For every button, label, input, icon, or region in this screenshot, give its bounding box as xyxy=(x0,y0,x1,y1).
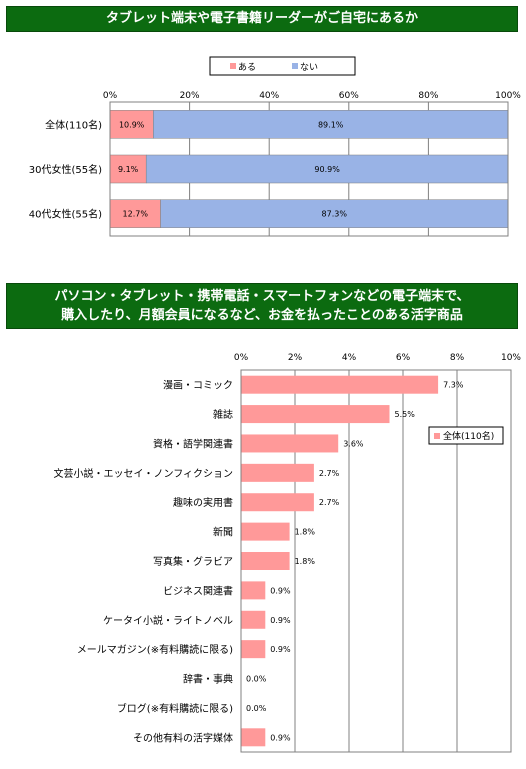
chart1-stacked-bar: ある ない 0% 20% 40% 60% 80% 100% 全体(110名) 10.9% 89.1%… xyxy=(29,56,521,237)
chart2-category-label-0: 漫画・コミック xyxy=(163,380,233,392)
chart2-bar-1 xyxy=(241,405,390,424)
chart2-bar-9 xyxy=(241,640,266,659)
chart2-category-label-11: ブログ(※有料購読に限る) xyxy=(117,702,233,715)
chart1-plot-frame xyxy=(109,101,509,237)
chart1-legend-label-1: ない xyxy=(300,62,318,73)
chart2-bar-6 xyxy=(241,552,290,570)
chart2-bar-12 xyxy=(241,728,266,747)
chart2-title-line2: 購入したり、月額会員になるなど、お金を払ったことのある活字商品 xyxy=(61,308,463,323)
chart2-bar-4 xyxy=(241,493,314,512)
chart2-bar-7 xyxy=(241,581,266,600)
chart2-data-label-10: 0.0% xyxy=(246,675,267,684)
chart2-data-label-1: 5.5% xyxy=(395,410,416,419)
chart1-data-label-1-2: 87.3% xyxy=(322,210,348,219)
chart2-bar-8 xyxy=(241,610,266,629)
chart1-tick-label-4: 80% xyxy=(418,91,438,101)
chart1-title-banner: タブレット端末や電子書籍リーダーがご自宅にあるか xyxy=(6,6,518,32)
chart2-bar-0 xyxy=(241,375,439,394)
chart2-tick-label-1: 2% xyxy=(288,353,303,363)
chart2-data-label-6: 1.8% xyxy=(295,557,316,566)
chart2-category-label-7: ビジネス関連書 xyxy=(163,584,233,597)
chart2-title-banner: パソコン・タブレット・携帯電話・スマートフォンなどの電子端末で、 購入したり、月… xyxy=(6,283,518,329)
chart1-legend-swatch-1 xyxy=(292,63,298,69)
chart2-category-label-1: 雑誌 xyxy=(213,408,233,421)
chart2-data-label-7: 0.9% xyxy=(270,586,291,595)
chart2-data-label-11: 0.0% xyxy=(246,704,267,713)
chart2-data-label-0: 7.3% xyxy=(443,381,464,390)
chart2-data-label-5: 1.8% xyxy=(295,528,316,537)
chart2-tick-label-2: 4% xyxy=(342,353,357,363)
chart2-legend: 全体(110名) xyxy=(428,426,504,445)
chart1-data-label-1-0: 89.1% xyxy=(318,120,344,129)
chart2-data-label-3: 2.7% xyxy=(319,469,340,478)
chart2-data-label-12: 0.9% xyxy=(270,733,291,742)
chart2-category-label-8: ケータイ小説・ライトノベル xyxy=(103,614,233,627)
chart1-category-label-1: 30代女性(55名) xyxy=(29,163,102,176)
chart1-tick-label-0: 0% xyxy=(103,91,118,101)
chart1-bar-0-1 xyxy=(109,154,147,184)
chart2-data-label-4: 2.7% xyxy=(319,498,340,507)
chart2-category-label-5: 新聞 xyxy=(213,526,233,539)
chart1-bar-1-2 xyxy=(160,199,509,228)
chart1-data-label-1-1: 90.9% xyxy=(314,165,340,174)
chart1-data-label-0-1: 9.1% xyxy=(118,165,139,174)
chart1-data-label-0-2: 12.7% xyxy=(123,210,149,219)
chart1-tick-label-2: 40% xyxy=(259,91,279,101)
chart2-data-label-2: 3.6% xyxy=(343,439,364,448)
chart2-bar: 0% 2% 4% 6% 8% 10% 漫画・コミック 7.3% 雑誌 5.5% 資格・語学関連書 3.… xyxy=(54,353,521,753)
chart2-category-label-12: その他有料の活字媒体 xyxy=(133,731,233,744)
chart2-category-label-3: 文芸小説・エッセイ・ノンフィクション xyxy=(54,467,234,480)
chart2-title-line1: パソコン・タブレット・携帯電話・スマートフォンなどの電子端末で、 xyxy=(54,289,470,304)
chart1-legend-swatch-0 xyxy=(230,63,236,69)
chart1-category-label-2: 40代女性(55名) xyxy=(29,208,102,221)
chart1-category-label-0: 全体(110名) xyxy=(45,118,102,131)
chart1-bar-0-2 xyxy=(109,199,161,228)
chart1-tick-label-1: 20% xyxy=(180,91,200,101)
chart2-bar-5 xyxy=(241,522,290,541)
chart2-tick-label-4: 8% xyxy=(450,353,465,363)
chart2-tick-label-0: 0% xyxy=(234,353,249,363)
chart1-bar-1-1 xyxy=(145,154,509,184)
chart1-title: タブレット端末や電子書籍リーダーがご自宅にあるか xyxy=(105,11,418,26)
chart2-tick-label-5: 10% xyxy=(501,353,521,363)
chart1-bar-1-0 xyxy=(153,110,509,139)
chart2-data-label-9: 0.9% xyxy=(270,645,291,654)
chart1-legend-label-0: ある xyxy=(238,62,256,73)
chart2-category-label-4: 趣味の実用書 xyxy=(173,496,233,509)
chart2-tick-label-3: 6% xyxy=(396,353,411,363)
chart2-plot-frame xyxy=(240,369,512,753)
chart2-legend-label: 全体(110名) xyxy=(443,430,494,442)
chart2-bar-3 xyxy=(241,463,314,482)
chart2-category-label-10: 辞書・事典 xyxy=(183,673,233,686)
chart2-category-label-2: 資格・語学関連書 xyxy=(153,437,233,450)
chart2-legend-box xyxy=(428,426,504,445)
chart2-legend-swatch xyxy=(434,433,440,439)
chart1-legend-box xyxy=(209,56,356,76)
chart1-tick-label-3: 60% xyxy=(339,91,359,101)
chart1-data-label-0-0: 10.9% xyxy=(119,120,145,129)
chart2-category-label-9: メールマガジン(※有料購読に限る) xyxy=(77,643,233,656)
chart1-legend: ある ない xyxy=(209,56,356,76)
chart2-category-label-6: 写真集・グラビア xyxy=(153,555,233,568)
chart1-tick-label-5: 100% xyxy=(495,91,521,101)
chart2-bar-2 xyxy=(241,434,339,453)
chart2-data-label-8: 0.9% xyxy=(270,616,291,625)
